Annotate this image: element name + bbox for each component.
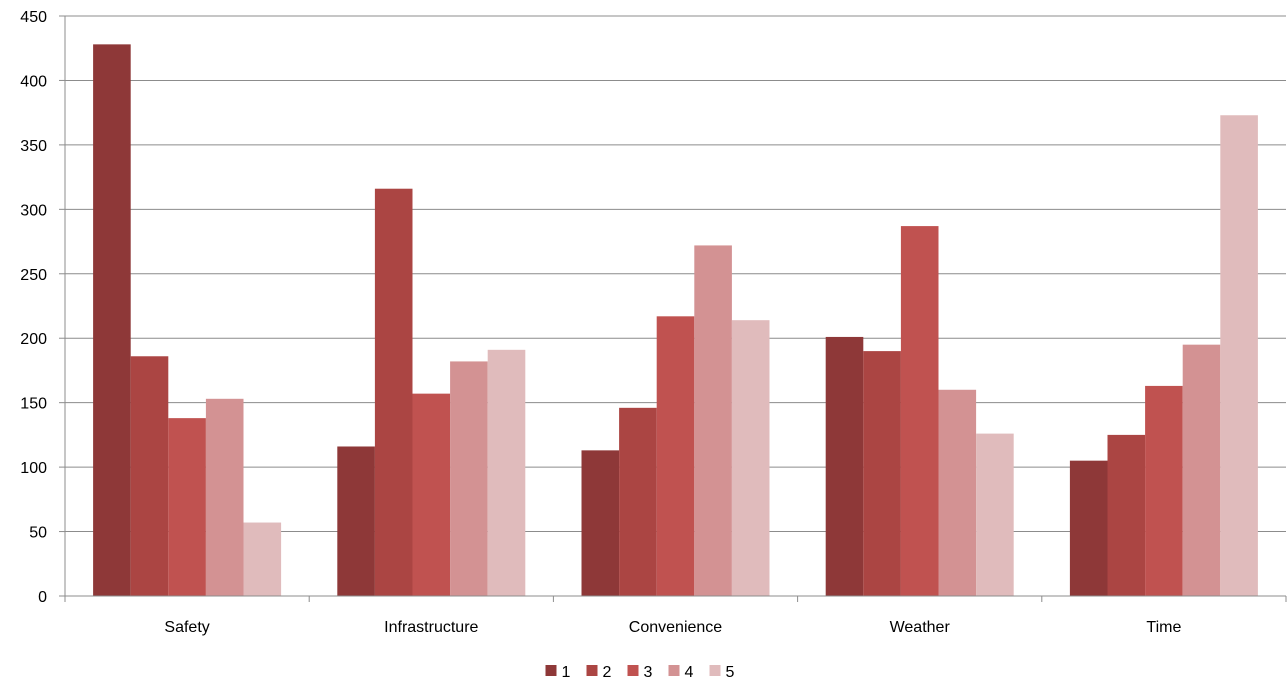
bar-time-series-4 [1182, 344, 1221, 596]
bar-time-series-1 [1069, 460, 1108, 596]
bar-weather-series-3 [900, 226, 939, 597]
bar-convenience-series-1 [581, 450, 620, 596]
y-tick-label: 250 [20, 267, 47, 284]
bar-infrastructure-series-3 [412, 393, 451, 596]
y-tick-label: 200 [20, 331, 47, 348]
y-tick-label: 400 [20, 73, 47, 90]
x-category-label: Time [1146, 619, 1181, 636]
bar-convenience-series-4 [694, 245, 732, 596]
bar-infrastructure-series-4 [450, 361, 488, 596]
x-axis-category-labels: Safety Infrastructure Convenience Weather Ti… [164, 619, 1181, 636]
bar-safety-series-2 [130, 356, 169, 596]
bar-convenience-series-2 [619, 407, 657, 596]
legend-label-2: 2 [603, 664, 612, 681]
x-category-label: Infrastructure [384, 619, 478, 636]
y-tick-label: 100 [20, 460, 47, 477]
y-tick-label: 450 [20, 9, 47, 26]
bar-infrastructure-series-5 [487, 349, 526, 596]
bar-safety-series-5 [243, 522, 282, 596]
legend: 1 2 3 4 5 [545, 664, 735, 681]
x-category-label: Weather [890, 619, 951, 636]
bar-convenience-series-3 [656, 316, 695, 596]
bar-safety-series-4 [205, 398, 244, 596]
legend-label-3: 3 [644, 664, 653, 681]
legend-swatch-1 [545, 665, 557, 676]
bar-weather-series-2 [863, 351, 901, 596]
y-tick-label: 300 [20, 202, 47, 219]
y-tick-label: 150 [20, 396, 47, 413]
legend-swatch-2 [586, 665, 598, 676]
legend-swatch-3 [627, 665, 639, 676]
bar-safety-series-3 [168, 418, 206, 596]
legend-swatch-4 [668, 665, 680, 676]
bar-weather-series-5 [976, 433, 1014, 596]
y-tick-label: 50 [29, 525, 47, 542]
x-category-label: Convenience [629, 619, 723, 636]
bar-weather-series-4 [938, 389, 977, 596]
legend-label-4: 4 [685, 664, 694, 681]
y-axis-tick-labels: 0 50 100 150 200 250 300 350 400 450 [20, 9, 47, 606]
bar-weather-series-1 [825, 336, 864, 596]
axes [59, 15, 1287, 602]
bars [93, 44, 1258, 597]
bar-convenience-series-5 [731, 320, 770, 596]
bar-infrastructure-series-2 [374, 188, 413, 596]
legend-label-5: 5 [726, 664, 735, 681]
bar-time-series-5 [1220, 115, 1258, 596]
x-category-label: Safety [164, 619, 209, 636]
bar-time-series-3 [1145, 385, 1183, 596]
legend-label-1: 1 [562, 664, 571, 681]
legend-swatch-5 [709, 665, 721, 676]
y-tick-label: 0 [38, 589, 47, 606]
y-tick-label: 350 [20, 138, 47, 155]
bar-time-series-2 [1107, 434, 1146, 596]
bar-safety-series-1 [93, 44, 131, 597]
gridlines [65, 15, 1286, 533]
bar-infrastructure-series-1 [337, 446, 375, 596]
